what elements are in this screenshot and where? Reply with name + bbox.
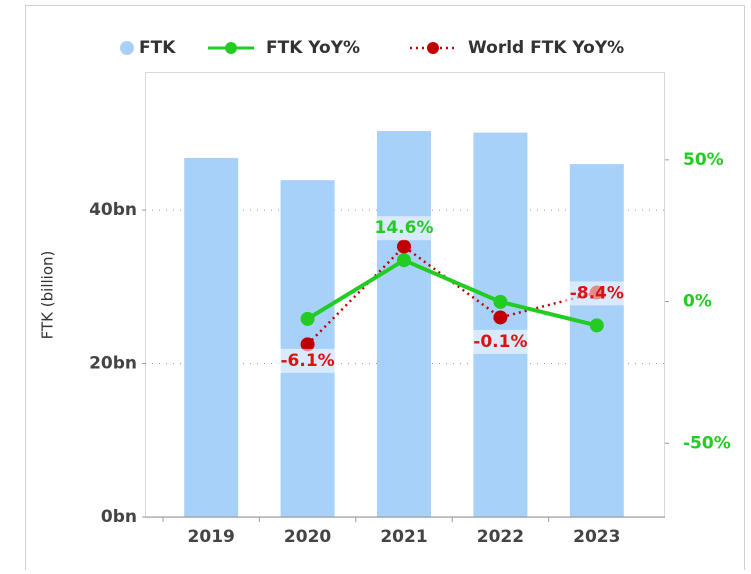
bar [473,132,528,518]
label-bg [275,348,340,373]
point [589,318,604,333]
data-label: -6.1% [280,351,334,371]
legend-swatch [427,42,439,54]
x-tick-label: 2020 [284,527,331,547]
y-tick-label: 40bn [89,200,137,220]
legend-swatch [225,42,237,54]
point [397,239,411,254]
x-tick-label: 2023 [573,527,620,547]
data-label: -8.4% [570,283,624,303]
y-tick-label: 0bn [101,507,137,527]
bar [184,157,239,517]
label-bg [372,216,436,241]
point [300,311,315,326]
legend-label: FTK YoY% [266,38,360,58]
legend-label: World FTK YoY% [468,38,624,58]
label-bg [468,329,533,354]
y2-tick-label: 0% [683,292,712,312]
point [300,337,315,352]
legend-swatch [120,41,134,55]
point [493,294,508,309]
point [493,310,508,325]
label-bg [564,281,629,306]
x-tick-label: 2019 [188,527,235,547]
point [397,253,411,268]
data-label: 14.6% [375,218,434,238]
y-tick-label: 20bn [89,354,137,374]
line [306,244,598,346]
y2-tick-label: -50% [683,433,731,453]
bar [377,131,431,518]
x-tick-label: 2022 [477,527,524,547]
y-axis-title: FTK (billion) [39,251,57,340]
legend-label: FTK [139,38,176,58]
data-label: -0.1% [473,332,527,352]
line [306,257,598,328]
x-tick-label: 2021 [380,527,427,547]
bar [569,164,624,517]
y2-tick-label: 50% [683,150,724,170]
